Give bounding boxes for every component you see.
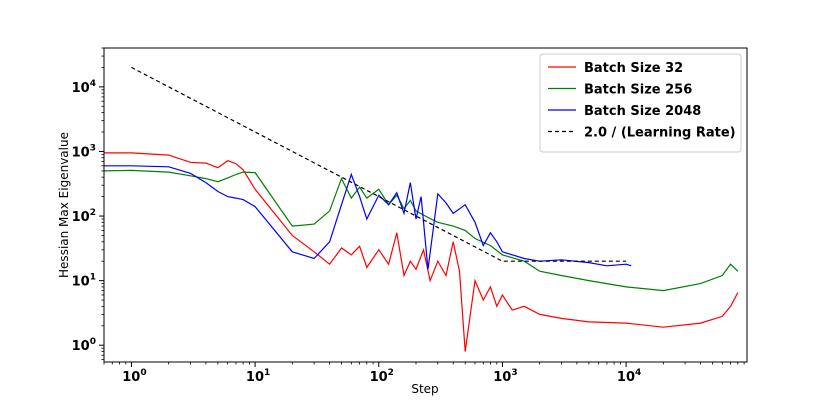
y-tick-label-1: 101 [72,273,96,290]
x-tick-label-1: 101 [246,368,270,385]
y-axis-label: Hessian Max Eigenvalue [57,132,71,278]
x-tick-label-0: 100 [122,368,146,385]
y-tick-label-2: 102 [72,208,96,225]
legend-label-2: Batch Size 2048 [584,104,701,119]
x-tick-label-2: 102 [370,368,394,385]
series-line-2 [104,165,632,270]
series-line-1 [104,169,739,292]
legend-box [539,53,742,153]
y-tick-label-3: 103 [72,143,96,160]
x-axis: 100 101 102 103 104 [103,362,745,385]
series-line-0 [104,152,739,352]
series-layer [104,66,739,352]
y-tick-label-4: 104 [72,79,96,96]
legend-label-3: 2.0 / (Learning Rate) [584,126,736,141]
y-axis: 100 101 102 103 104 [72,47,104,360]
legend: Batch Size 32 Batch Size 256 Batch Size 20… [539,53,742,153]
x-tick-label-4: 104 [617,368,641,385]
x-axis-label: Step [411,382,438,396]
legend-label-1: Batch Size 256 [584,83,692,98]
y-tick-label-0: 100 [72,337,96,354]
legend-label-0: Batch Size 32 [584,61,683,76]
x-tick-label-3: 103 [493,368,517,385]
series-line-3 [131,66,627,262]
plot-frame [103,47,748,363]
